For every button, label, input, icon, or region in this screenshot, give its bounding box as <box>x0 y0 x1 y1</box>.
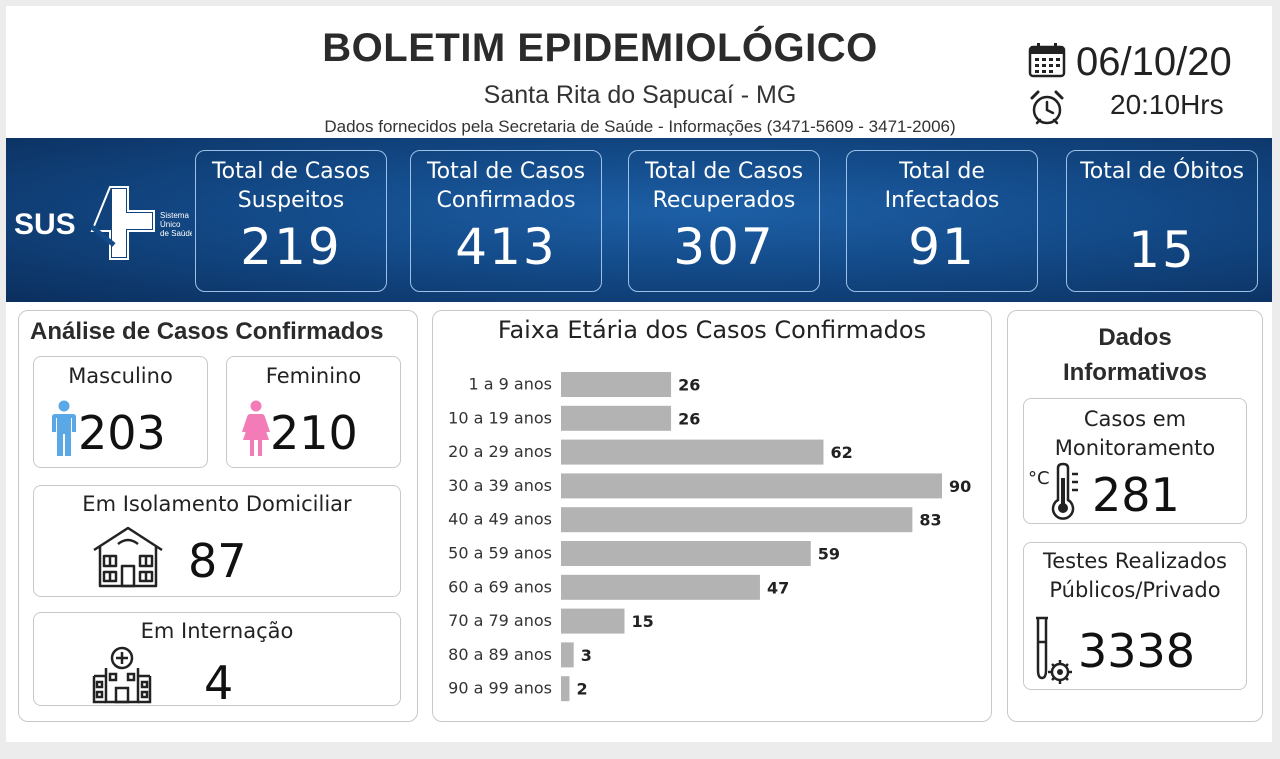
hospital-icon <box>92 646 152 704</box>
stat-deaths: Total de Óbitos 15 <box>1066 150 1258 292</box>
stat-recovered-label: Total de Casos Recuperados <box>644 159 804 213</box>
info-panel-title: Dados Informativos <box>1062 324 1208 386</box>
age-group-value-label: 3 <box>581 646 592 665</box>
stat-infected-label: Total de Infectados <box>884 159 1000 213</box>
age-group-value-label: 15 <box>632 612 654 631</box>
age-group-bar <box>561 642 574 668</box>
thermometer-icon: °C <box>1028 462 1078 520</box>
home-isolation-box <box>33 485 401 597</box>
svg-text:Único: Único <box>160 220 181 229</box>
age-group-value-label: 2 <box>576 680 587 699</box>
confirmed-analysis-title: Análise de Casos Confirmados <box>30 318 384 345</box>
calendar-icon <box>1028 43 1066 78</box>
data-source-note: Dados fornecidos pela Secretaria de Saúd… <box>324 117 956 136</box>
age-group-label: 30 a 39 anos <box>448 476 552 495</box>
chart-title: Faixa Etária dos Casos Confirmados <box>497 316 927 344</box>
report-time: 20:10Hrs <box>1110 89 1224 120</box>
age-group-bar <box>561 574 760 600</box>
age-group-bar <box>561 676 570 702</box>
age-group-label: 80 a 89 anos <box>448 645 552 664</box>
age-group-bar <box>561 541 811 566</box>
page-title: BOLETIM EPIDEMIOLÓGICO <box>322 26 878 70</box>
age-group-bar-chart: 1 a 9 anos 26 10 a 19 anos 26 20 a 29 anos 62… <box>448 372 971 702</box>
monitoring-box <box>1023 398 1247 524</box>
totals-banner <box>6 138 1272 302</box>
test-tube-virus-icon <box>1036 616 1072 684</box>
age-group-bar <box>561 405 672 431</box>
svg-text:de Saúde: de Saúde <box>160 229 192 238</box>
stat-suspected-value: 219 <box>240 218 342 276</box>
house-icon <box>93 526 163 588</box>
age-group-value-label: 26 <box>678 376 700 395</box>
stat-deaths-label: Total de Óbitos <box>1080 159 1244 184</box>
age-group-value-label: 26 <box>678 409 700 428</box>
hospitalization-count: 4 <box>204 656 234 710</box>
age-group-bar <box>561 372 672 397</box>
hospitalization-box <box>33 612 401 706</box>
report-date: 06/10/20 <box>1076 40 1232 84</box>
stat-suspected-label: Total de Casos Suspeitos <box>211 159 371 213</box>
age-group-label: 20 a 29 anos <box>448 442 552 461</box>
male-person-icon <box>52 400 76 456</box>
age-group-label: 10 a 19 anos <box>448 408 552 427</box>
stat-confirmed-value: 413 <box>455 218 557 276</box>
stat-recovered: Total de Casos Recuperados 307 <box>628 150 820 292</box>
home-isolation-count: 87 <box>188 534 247 588</box>
male-count: 203 <box>78 406 166 460</box>
age-group-bar <box>561 473 942 499</box>
female-label: Feminino <box>265 364 362 388</box>
age-group-label: 40 a 49 anos <box>448 510 552 529</box>
stat-confirmed-label: Total de Casos Confirmados <box>426 159 586 213</box>
age-group-value-label: 59 <box>818 545 840 564</box>
tests-box <box>1023 542 1247 690</box>
svg-text:SUS: SUS <box>14 208 76 241</box>
age-group-value-label: 47 <box>767 578 789 597</box>
age-group-value-label: 90 <box>949 477 971 496</box>
svg-text:Sistema: Sistema <box>160 211 189 220</box>
monitoring-count: 281 <box>1092 468 1180 522</box>
stat-suspected: Total de Casos Suspeitos 219 <box>195 150 387 292</box>
age-group-bar <box>561 439 824 465</box>
age-group-value-label: 62 <box>830 443 852 462</box>
monitoring-label: Casos em Monitoramento <box>1054 407 1216 460</box>
male-label: Masculino <box>68 364 173 388</box>
tests-label: Testes Realizados Públicos/Privado <box>1042 549 1227 602</box>
hospitalization-label: Em Internação <box>140 619 294 643</box>
female-count: 210 <box>270 406 358 460</box>
age-group-label: 90 a 99 anos <box>448 679 552 698</box>
age-group-value-label: 83 <box>919 511 941 530</box>
alarm-clock-icon <box>1030 90 1064 125</box>
age-group-bar <box>561 608 625 634</box>
age-group-label: 1 a 9 anos <box>469 375 553 394</box>
home-isolation-label: Em Isolamento Domiciliar <box>82 492 352 516</box>
svg-text:°C: °C <box>1028 468 1050 489</box>
city-name: Santa Rita do Sapucaí - MG <box>483 81 797 109</box>
stat-confirmed: Total de Casos Confirmados 413 <box>410 150 602 292</box>
tests-count: 3338 <box>1078 624 1196 678</box>
sus-logo-icon: SUS Sistema Único de Saúde <box>14 186 192 260</box>
female-person-icon <box>242 400 270 456</box>
age-group-label: 70 a 79 anos <box>448 611 552 630</box>
stat-deaths-value: 15 <box>1128 221 1196 279</box>
age-group-label: 50 a 59 anos <box>448 544 552 563</box>
age-group-bar <box>561 507 913 533</box>
stat-infected-value: 91 <box>908 218 976 276</box>
age-group-label: 60 a 69 anos <box>448 577 552 596</box>
stat-recovered-value: 307 <box>673 218 775 276</box>
stat-infected: Total de Infectados 91 <box>846 150 1038 292</box>
female-box <box>226 356 401 468</box>
